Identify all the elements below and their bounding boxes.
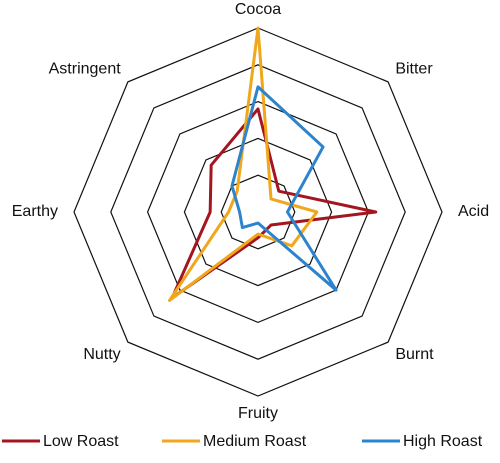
legend-label: Medium Roast [203,433,307,450]
axis-label: Astringent [49,60,122,77]
legend-label: High Roast [403,433,483,450]
grid-ring [110,64,406,360]
legend-label: Low Roast [43,433,119,450]
grid-ring [220,174,296,250]
series-line [168,26,319,302]
axis-label: Fruity [238,405,278,422]
axis-label: Bitter [395,60,433,77]
series-line [230,85,338,292]
axis-label: Nutty [83,346,120,363]
axis-label: Earthy [12,203,58,220]
grid-ring [183,137,333,287]
grid-ring [73,27,443,397]
axis-label: Burnt [395,346,434,363]
axis-label: Cocoa [235,1,281,18]
series-line [170,107,378,300]
grid-ring [146,100,370,324]
axis-label: Acid [458,203,489,220]
